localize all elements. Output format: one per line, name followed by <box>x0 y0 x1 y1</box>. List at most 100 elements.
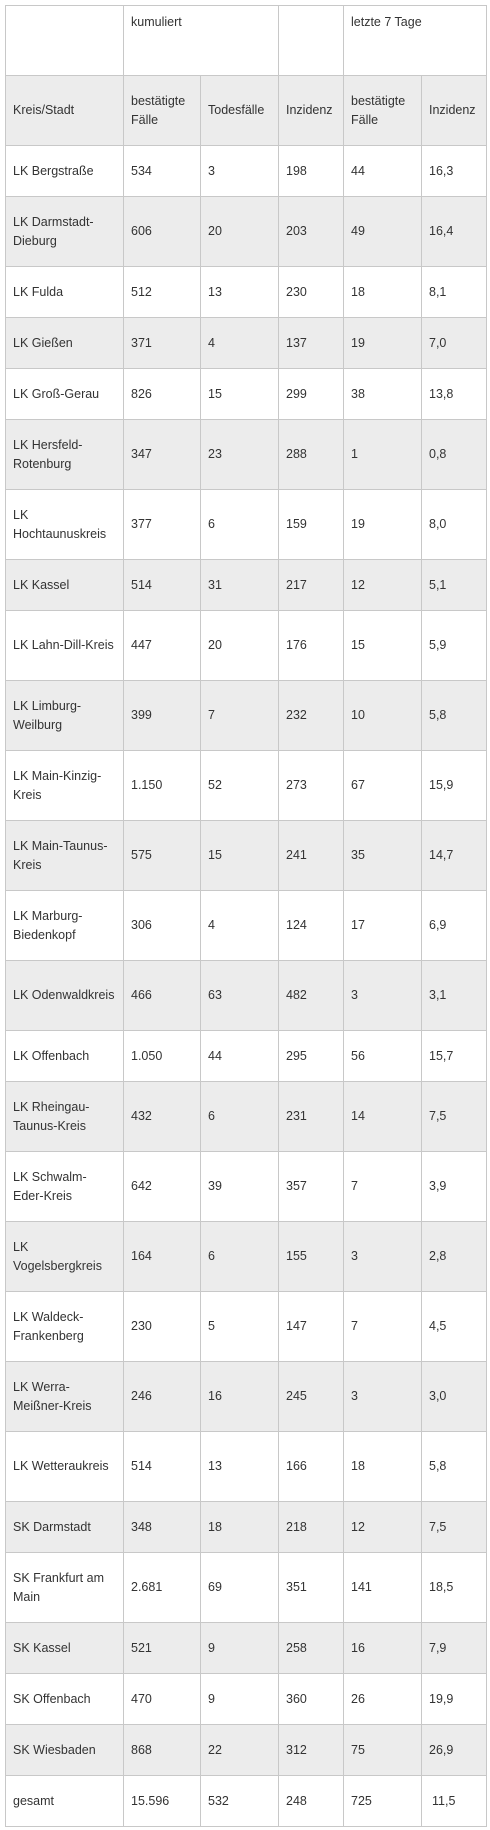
table-row: LK Gießen 371 4 137 19 7,0 <box>5 317 487 369</box>
cell-todesfaelle: 13 <box>200 1431 279 1502</box>
cell-inzidenz: 166 <box>278 1431 344 1502</box>
cell-bestaetigte-faelle-7-tage: 35 <box>343 820 422 891</box>
table-row: LK Hersfeld-Rotenburg 347 23 288 1 0,8 <box>5 419 487 490</box>
cell-bestaetigte-faelle: 534 <box>123 145 201 197</box>
cell-todesfaelle: 6 <box>200 1221 279 1292</box>
table-row: LK Werra-Meißner-Kreis 246 16 245 3 3,0 <box>5 1361 487 1432</box>
column-header-bestaetigte-faelle: bestätigte Fälle <box>123 75 201 146</box>
table-row: LK Wetteraukreis 514 13 166 18 5,8 <box>5 1431 487 1502</box>
cell-kreis-stadt: LK Darmstadt-Dieburg <box>5 196 124 267</box>
cell-bestaetigte-faelle-7-tage: 3 <box>343 1221 422 1292</box>
table-row: LK Offenbach 1.050 44 295 56 15,7 <box>5 1030 487 1082</box>
cell-inzidenz: 299 <box>278 368 344 420</box>
cell-inzidenz-7-tage: 5,8 <box>421 1431 487 1502</box>
column-header-row: Kreis/Stadt bestätigte Fälle Todesfälle … <box>5 75 487 146</box>
cell-bestaetigte-faelle: 2.681 <box>123 1552 201 1623</box>
cell-inzidenz-7-tage: 8,0 <box>421 489 487 560</box>
cell-bestaetigte-faelle-7-tage: 75 <box>343 1724 422 1776</box>
cell-inzidenz-7-tage: 5,1 <box>421 559 487 611</box>
cell-bestaetigte-faelle-7-tage: 141 <box>343 1552 422 1623</box>
cell-todesfaelle: 44 <box>200 1030 279 1082</box>
cell-bestaetigte-faelle: 15.596 <box>123 1775 201 1827</box>
column-header-todesfaelle: Todesfälle <box>200 75 279 146</box>
cell-todesfaelle: 3 <box>200 145 279 197</box>
cell-todesfaelle: 20 <box>200 196 279 267</box>
cell-bestaetigte-faelle: 447 <box>123 610 201 681</box>
cell-bestaetigte-faelle: 512 <box>123 266 201 318</box>
cell-inzidenz-7-tage: 3,0 <box>421 1361 487 1432</box>
cell-inzidenz-7-tage: 13,8 <box>421 368 487 420</box>
cell-inzidenz-7-tage: 3,1 <box>421 960 487 1031</box>
cell-kreis-stadt: LK Offenbach <box>5 1030 124 1082</box>
cell-inzidenz: 124 <box>278 890 344 961</box>
cell-kreis-stadt: LK Vogelsbergkreis <box>5 1221 124 1292</box>
cell-kreis-stadt: LK Main-Kinzig-Kreis <box>5 750 124 821</box>
cell-inzidenz-7-tage: 7,0 <box>421 317 487 369</box>
cell-kreis-stadt: SK Frankfurt am Main <box>5 1552 124 1623</box>
cell-kreis-stadt: LK Marburg-Biedenkopf <box>5 890 124 961</box>
table-row: LK Main-Taunus-Kreis 575 15 241 35 14,7 <box>5 820 487 891</box>
cell-inzidenz: 258 <box>278 1622 344 1674</box>
cell-bestaetigte-faelle: 399 <box>123 680 201 751</box>
table-row: LK Limburg-Weilburg 399 7 232 10 5,8 <box>5 680 487 751</box>
cell-bestaetigte-faelle: 470 <box>123 1673 201 1725</box>
cell-bestaetigte-faelle-7-tage: 12 <box>343 559 422 611</box>
cell-inzidenz-7-tage: 14,7 <box>421 820 487 891</box>
cell-bestaetigte-faelle-7-tage: 725 <box>343 1775 422 1827</box>
cell-inzidenz: 231 <box>278 1081 344 1152</box>
cell-inzidenz-7-tage: 19,9 <box>421 1673 487 1725</box>
cell-bestaetigte-faelle-7-tage: 17 <box>343 890 422 961</box>
cell-bestaetigte-faelle-7-tage: 1 <box>343 419 422 490</box>
cell-todesfaelle: 15 <box>200 368 279 420</box>
cell-inzidenz: 351 <box>278 1552 344 1623</box>
cell-bestaetigte-faelle: 230 <box>123 1291 201 1362</box>
cell-todesfaelle: 39 <box>200 1151 279 1222</box>
cell-inzidenz: 218 <box>278 1501 344 1553</box>
cell-bestaetigte-faelle-7-tage: 18 <box>343 266 422 318</box>
column-header-inzidenz: Inzidenz <box>278 75 344 146</box>
cell-inzidenz: 241 <box>278 820 344 891</box>
cell-bestaetigte-faelle: 246 <box>123 1361 201 1432</box>
cell-bestaetigte-faelle-7-tage: 49 <box>343 196 422 267</box>
cell-bestaetigte-faelle-7-tage: 38 <box>343 368 422 420</box>
table-row: LK Kassel 514 31 217 12 5,1 <box>5 559 487 611</box>
cell-bestaetigte-faelle: 348 <box>123 1501 201 1553</box>
cell-kreis-stadt: LK Wetteraukreis <box>5 1431 124 1502</box>
cell-bestaetigte-faelle: 306 <box>123 890 201 961</box>
table-row: LK Bergstraße 534 3 198 44 16,3 <box>5 145 487 197</box>
cell-todesfaelle: 9 <box>200 1673 279 1725</box>
cell-kreis-stadt: LK Schwalm-Eder-Kreis <box>5 1151 124 1222</box>
cell-bestaetigte-faelle-7-tage: 26 <box>343 1673 422 1725</box>
cell-kreis-stadt: LK Odenwaldkreis <box>5 960 124 1031</box>
table-row: LK Rheingau-Taunus-Kreis 432 6 231 14 7,5 <box>5 1081 487 1152</box>
cell-bestaetigte-faelle: 606 <box>123 196 201 267</box>
cell-todesfaelle: 13 <box>200 266 279 318</box>
cell-inzidenz: 482 <box>278 960 344 1031</box>
cell-inzidenz: 245 <box>278 1361 344 1432</box>
group-header-spacer-cell <box>278 5 344 76</box>
cell-todesfaelle: 22 <box>200 1724 279 1776</box>
cell-inzidenz: 155 <box>278 1221 344 1292</box>
cell-inzidenz: 176 <box>278 610 344 681</box>
cell-bestaetigte-faelle: 514 <box>123 1431 201 1502</box>
cell-bestaetigte-faelle: 826 <box>123 368 201 420</box>
table-row: LK Main-Kinzig-Kreis 1.150 52 273 67 15,9 <box>5 750 487 821</box>
table-row: LK Groß-Gerau 826 15 299 38 13,8 <box>5 368 487 420</box>
cell-inzidenz: 357 <box>278 1151 344 1222</box>
cell-inzidenz-7-tage: 26,9 <box>421 1724 487 1776</box>
cell-bestaetigte-faelle: 466 <box>123 960 201 1031</box>
cell-bestaetigte-faelle: 371 <box>123 317 201 369</box>
cell-inzidenz: 288 <box>278 419 344 490</box>
table-row: LK Hochtaunuskreis 377 6 159 19 8,0 <box>5 489 487 560</box>
cell-inzidenz-7-tage: 0,8 <box>421 419 487 490</box>
table-row: LK Odenwaldkreis 466 63 482 3 3,1 <box>5 960 487 1031</box>
cell-todesfaelle: 16 <box>200 1361 279 1432</box>
cell-inzidenz-7-tage: 16,3 <box>421 145 487 197</box>
cell-bestaetigte-faelle: 432 <box>123 1081 201 1152</box>
cell-kreis-stadt: SK Wiesbaden <box>5 1724 124 1776</box>
cell-kreis-stadt: LK Kassel <box>5 559 124 611</box>
cell-todesfaelle: 69 <box>200 1552 279 1623</box>
cell-kreis-stadt: LK Lahn-Dill-Kreis <box>5 610 124 681</box>
cell-bestaetigte-faelle: 575 <box>123 820 201 891</box>
cell-todesfaelle: 52 <box>200 750 279 821</box>
